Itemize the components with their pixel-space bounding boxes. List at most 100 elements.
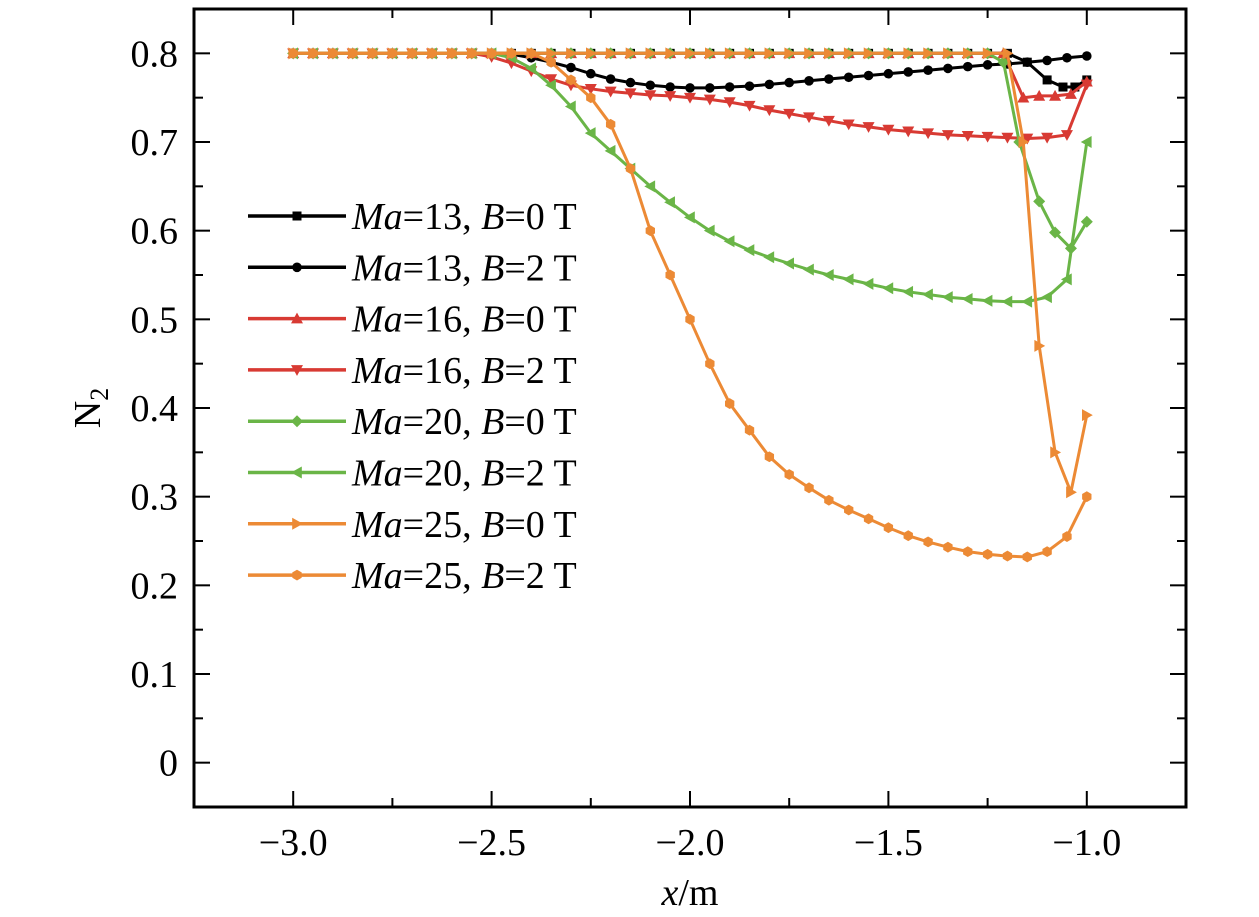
legend-label: Ma=13, B=0 T <box>351 196 577 238</box>
data-point <box>943 47 954 60</box>
x-tick-label: −3.0 <box>259 822 328 864</box>
series-8 <box>288 47 1092 563</box>
data-point <box>744 424 755 436</box>
series-layer <box>287 47 1093 563</box>
data-point <box>407 47 417 59</box>
data-point <box>586 68 596 79</box>
data-point <box>963 546 973 558</box>
data-point <box>665 82 675 92</box>
data-point <box>863 70 874 81</box>
data-point <box>824 74 834 84</box>
data-point <box>1080 136 1092 148</box>
data-point <box>645 80 656 91</box>
data-point <box>586 47 597 60</box>
legend-swatch-marker <box>291 466 302 479</box>
y-tick-label: 0.8 <box>131 33 179 75</box>
data-point <box>862 122 875 133</box>
x-axis-title: x/m <box>661 872 719 914</box>
data-point <box>1049 226 1062 239</box>
data-point <box>1082 409 1093 422</box>
legend-swatch-marker <box>291 365 303 376</box>
x-tick-label: −1.0 <box>1052 822 1121 864</box>
legend-label: Ma=20, B=0 T <box>351 401 577 443</box>
data-point <box>764 47 776 60</box>
data-point <box>705 47 716 60</box>
data-point <box>863 47 875 60</box>
data-point <box>982 47 994 60</box>
data-point <box>922 288 933 301</box>
legend-swatch-marker <box>291 415 303 428</box>
data-point <box>586 92 596 104</box>
data-point <box>664 91 677 102</box>
data-point <box>1041 132 1054 144</box>
data-point <box>744 81 755 91</box>
legend-label: Ma=20, B=2 T <box>351 453 577 495</box>
legend-entry: Ma=16, B=2 T <box>248 350 577 392</box>
data-point <box>883 47 895 60</box>
data-point <box>803 263 814 276</box>
data-point <box>743 100 756 112</box>
data-point <box>1082 51 1092 61</box>
data-point <box>784 47 796 60</box>
data-point <box>763 105 776 117</box>
data-point <box>1018 136 1030 148</box>
data-point <box>387 47 398 59</box>
plot-frame <box>192 7 1188 809</box>
legend-entry: Ma=13, B=2 T <box>248 247 577 289</box>
data-point <box>962 47 974 60</box>
data-point <box>783 257 794 270</box>
data-point <box>982 548 993 560</box>
data-point <box>685 47 696 60</box>
data-point <box>824 494 834 506</box>
data-point <box>605 118 616 130</box>
data-point <box>1062 531 1072 542</box>
data-point <box>882 124 895 136</box>
data-point <box>981 131 994 143</box>
data-point <box>1033 89 1046 101</box>
data-point <box>824 47 835 60</box>
legend-entry: Ma=16, B=0 T <box>248 299 577 341</box>
data-point <box>902 285 914 298</box>
x-tick-label: −2.0 <box>656 822 725 864</box>
data-point <box>1070 82 1080 92</box>
data-point <box>997 56 1010 69</box>
data-point <box>883 68 894 79</box>
data-point <box>348 47 358 59</box>
data-point <box>1042 75 1052 85</box>
data-point <box>604 144 616 157</box>
data-point <box>883 522 894 534</box>
data-point <box>1021 295 1033 308</box>
data-point <box>546 56 556 68</box>
data-point <box>486 47 497 59</box>
data-point <box>1022 57 1033 67</box>
data-point <box>624 88 637 100</box>
data-point <box>665 47 677 60</box>
data-point <box>1022 551 1032 563</box>
data-point <box>605 74 616 84</box>
data-point <box>1002 550 1013 562</box>
data-point <box>427 47 437 59</box>
data-point <box>308 47 318 59</box>
data-point <box>1041 291 1052 304</box>
data-point <box>625 77 636 88</box>
data-point <box>685 313 695 325</box>
data-point <box>784 77 794 88</box>
data-point <box>982 60 993 70</box>
data-point <box>1060 130 1073 141</box>
data-point <box>645 225 655 237</box>
data-point <box>724 47 736 60</box>
data-point <box>903 67 914 77</box>
data-point <box>943 63 953 74</box>
data-point <box>743 244 755 257</box>
data-point <box>645 47 657 60</box>
data-point <box>1066 486 1077 499</box>
data-point <box>525 62 537 75</box>
data-point <box>1050 446 1062 459</box>
series-4 <box>287 48 1093 145</box>
data-point <box>705 83 715 93</box>
data-point <box>822 269 834 281</box>
data-point <box>863 513 874 525</box>
y-tick-label: 0.6 <box>131 211 179 253</box>
data-point <box>703 94 716 106</box>
y-tick-label: 0.1 <box>131 654 179 696</box>
